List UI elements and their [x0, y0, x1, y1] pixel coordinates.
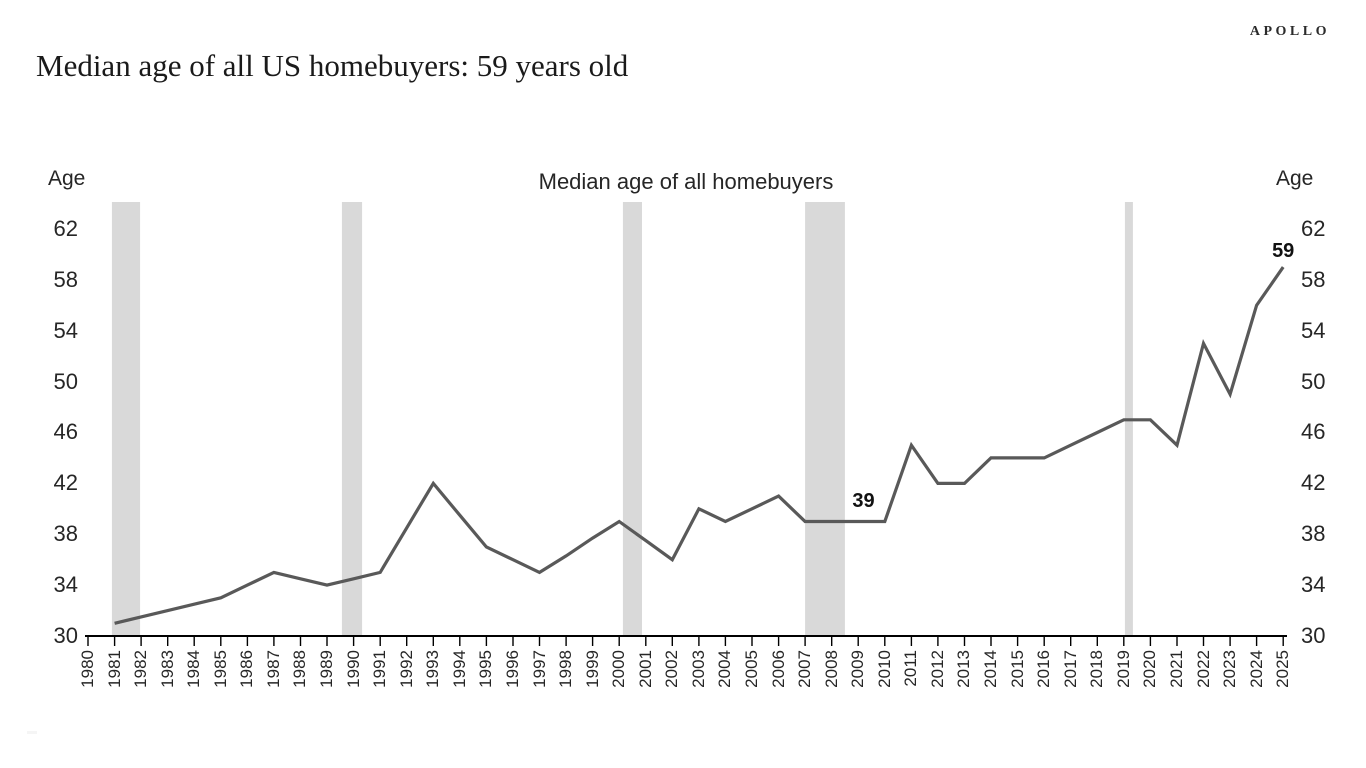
- y-tick-label-right: 50: [1301, 368, 1326, 394]
- recession-band: [805, 202, 845, 635]
- y-axis-label-right: Age: [1276, 167, 1314, 190]
- x-tick-label: 1996: [502, 650, 522, 688]
- x-tick-label: 2017: [1060, 650, 1080, 688]
- y-tick-label-right: 54: [1301, 317, 1326, 343]
- x-tick-label: 1991: [370, 650, 390, 688]
- x-tick-label: 1987: [263, 650, 283, 688]
- y-tick-label-left: 50: [53, 368, 78, 394]
- x-tick-label: 2006: [768, 650, 788, 688]
- x-tick-label: 1998: [556, 650, 576, 688]
- x-tick-label: 2002: [662, 650, 682, 688]
- y-tick-label-right: 38: [1301, 521, 1326, 547]
- x-tick-label: 2008: [821, 650, 841, 688]
- y-tick-label-right: 30: [1301, 623, 1326, 648]
- footer-artifact: [27, 731, 37, 734]
- x-tick-label: 1999: [582, 650, 602, 688]
- x-tick-label: 1993: [423, 650, 443, 688]
- x-tick-label: 1983: [157, 650, 177, 688]
- x-tick-label: 2000: [609, 650, 629, 688]
- chart-title: Median age of all homebuyers: [538, 169, 834, 194]
- x-tick-label: 1980: [78, 650, 97, 688]
- y-axis-label-left: Age: [48, 167, 86, 190]
- y-tick-label-right: 42: [1301, 470, 1326, 496]
- x-tick-label: 2019: [1113, 650, 1133, 688]
- x-tick-label: 2011: [901, 650, 921, 687]
- data-point-label: 59: [1272, 239, 1295, 262]
- x-tick-label: 1984: [184, 650, 204, 688]
- y-tick-label-left: 30: [53, 623, 78, 648]
- x-tick-label: 2022: [1193, 650, 1213, 688]
- y-tick-label-left: 58: [53, 266, 78, 292]
- x-tick-label: 1981: [104, 650, 124, 688]
- x-tick-label: 2003: [688, 650, 708, 688]
- x-tick-label: 2005: [742, 650, 761, 688]
- x-tick-label: 2024: [1246, 650, 1266, 688]
- x-tick-label: 2025: [1273, 650, 1293, 688]
- brand-logo: APOLLO: [1249, 24, 1330, 39]
- x-tick-label: 1986: [237, 650, 257, 688]
- x-tick-label: 2021: [1166, 650, 1186, 688]
- x-tick-label: 1992: [396, 650, 416, 688]
- y-tick-label-right: 62: [1301, 215, 1326, 241]
- x-tick-label: 2009: [848, 650, 868, 688]
- x-tick-label: 2013: [954, 650, 974, 688]
- page-title: Median age of all US homebuyers: 59 year…: [36, 48, 629, 83]
- x-tick-label: 2001: [635, 650, 655, 688]
- x-tick-label: 2004: [715, 650, 735, 688]
- x-tick-label: 2023: [1220, 650, 1240, 688]
- x-tick-label: 1989: [317, 650, 337, 688]
- x-tick-label: 1990: [343, 650, 363, 688]
- x-tick-label: 2016: [1034, 650, 1054, 688]
- recession-band: [622, 202, 642, 635]
- x-tick-label: 1982: [131, 650, 151, 688]
- y-tick-label-right: 34: [1301, 572, 1326, 598]
- x-tick-label: 2012: [927, 650, 947, 688]
- x-tick-label: 1994: [449, 650, 469, 688]
- y-tick-label-right: 58: [1301, 266, 1326, 292]
- recession-band: [341, 202, 363, 635]
- x-tick-label: 1988: [290, 650, 310, 688]
- x-tick-label: 2010: [874, 650, 894, 688]
- recession-band: [111, 202, 141, 635]
- x-tick-label: 2015: [1007, 650, 1027, 688]
- x-tick-label: 2014: [981, 650, 1001, 688]
- y-tick-label-left: 38: [53, 521, 78, 547]
- x-tick-label: 2018: [1087, 650, 1107, 688]
- y-tick-label-left: 62: [53, 215, 78, 241]
- x-tick-label: 1997: [529, 650, 549, 688]
- x-tick-label: 2007: [795, 650, 815, 688]
- x-tick-label: 1995: [476, 650, 496, 688]
- y-tick-label-left: 54: [53, 317, 78, 343]
- y-tick-label-left: 46: [53, 419, 78, 445]
- data-point-label: 39: [852, 490, 875, 513]
- y-tick-label-left: 34: [53, 572, 78, 598]
- x-tick-label: 2020: [1140, 650, 1160, 688]
- y-tick-label-right: 46: [1301, 419, 1326, 445]
- x-tick-label: 1985: [210, 650, 230, 688]
- trend-line: [114, 266, 1285, 625]
- y-tick-label-left: 42: [53, 470, 78, 496]
